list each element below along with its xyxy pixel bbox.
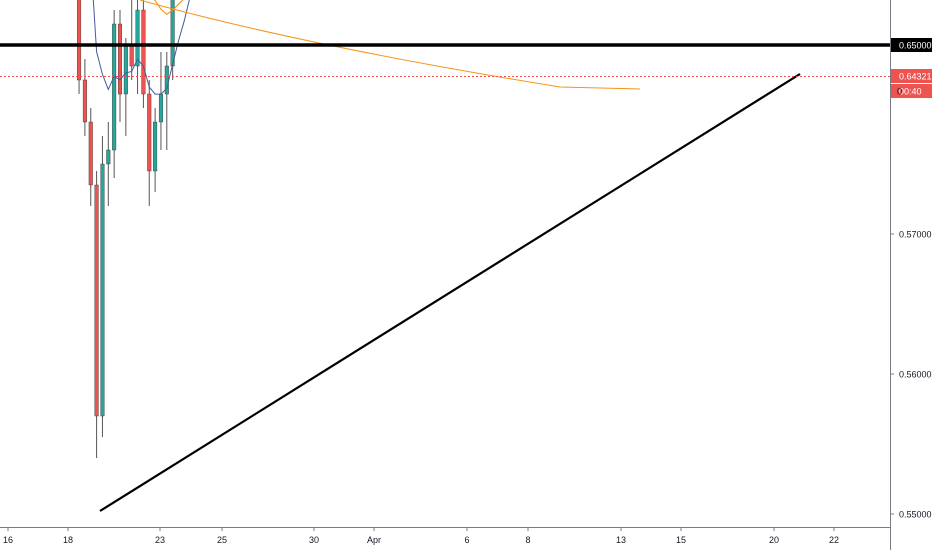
candle-body-down: [77, 0, 82, 81]
candle: [117, 10, 122, 122]
candle: [147, 80, 152, 206]
candle-body-up: [106, 149, 111, 165]
candle: [112, 10, 117, 178]
last-price-label: 0.64321: [899, 72, 932, 82]
resistance-price-label: 0.65000: [899, 41, 932, 51]
countdown-label: 00:40: [899, 87, 922, 97]
candle-body-down: [147, 93, 152, 172]
candle: [141, 0, 146, 108]
time-tick-label: 22: [829, 535, 839, 545]
candle-body-down: [129, 44, 134, 67]
trendline[interactable]: [99, 73, 801, 512]
candle: [77, 0, 82, 94]
price-tick-label: 0.57000: [899, 230, 932, 240]
candle-body-up: [100, 163, 105, 417]
time-tick-label: 16: [3, 535, 13, 545]
candle-body-up: [112, 23, 117, 151]
time-tick-label: 23: [155, 535, 165, 545]
time-tick-label: 30: [309, 535, 319, 545]
countdown-tag: [891, 84, 932, 98]
candle: [106, 122, 111, 206]
time-tick-label: 8: [525, 535, 530, 545]
candle-body-down: [141, 9, 146, 95]
time-axis-ticks: 16 18 23 25 30 Apr 6 8 13 15 20 22: [3, 527, 839, 545]
candle-body-up: [135, 9, 140, 67]
candle: [100, 136, 105, 437]
time-tick-label: Apr: [367, 535, 381, 545]
time-tick-label: 6: [464, 535, 469, 545]
last-price-tag: [891, 69, 932, 83]
candle-body-up: [123, 44, 128, 95]
candle-body-down: [94, 184, 99, 417]
candle: [82, 59, 87, 136]
partial-price-label: 0: [897, 87, 902, 97]
candle-body-up: [153, 121, 158, 172]
fast-moving-average-line: [92, 0, 190, 95]
candle-body-up: [158, 93, 163, 123]
time-tick-label: 15: [676, 535, 686, 545]
candle-body-down: [117, 23, 122, 95]
time-tick-label: 13: [616, 535, 626, 545]
candle: [135, 0, 140, 94]
time-tick-label: 20: [769, 535, 779, 545]
price-tick-label: 0.55000: [899, 510, 932, 520]
price-tick-label: 0.56000: [899, 370, 932, 380]
candle: [153, 108, 158, 192]
candle: [94, 171, 99, 458]
candle-body-down: [88, 121, 93, 186]
resistance-price-tag: [891, 38, 932, 52]
candle: [88, 108, 93, 206]
time-tick-label: 18: [63, 535, 73, 545]
candle-body-down: [82, 79, 87, 123]
time-tick-label: 25: [217, 535, 227, 545]
